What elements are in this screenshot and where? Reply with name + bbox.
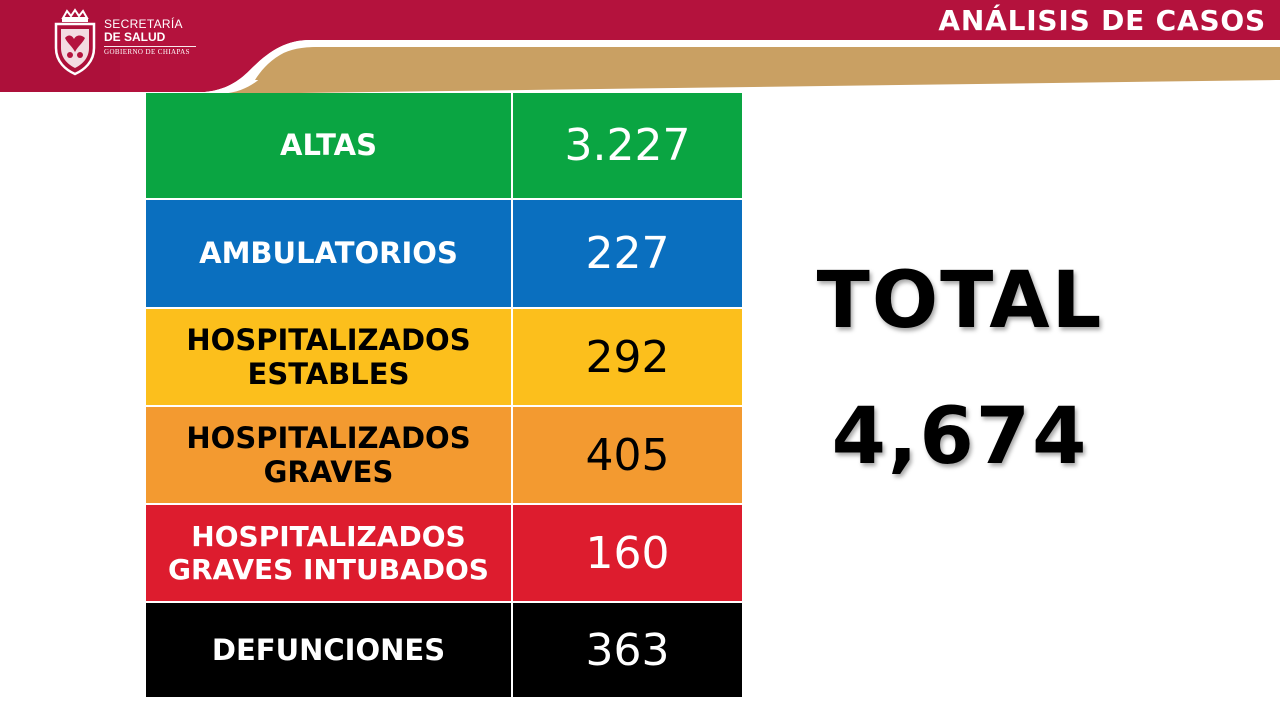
row-label: AMBULATORIOS bbox=[199, 236, 458, 271]
header-banner: SECRETARÍA DE SALUD GOBIERNO DE CHIAPAS … bbox=[0, 0, 1280, 95]
row-label: DEFUNCIONES bbox=[211, 632, 446, 667]
org-line-1: SECRETARÍA bbox=[104, 17, 183, 31]
organization-name: SECRETARÍA DE SALUD GOBIERNO DE CHIAPAS bbox=[104, 18, 196, 57]
row-value: 3.227 bbox=[511, 93, 742, 198]
org-line-2: DE SALUD bbox=[104, 29, 166, 44]
row-label: HOSPITALIZADOS ESTABLES bbox=[186, 322, 471, 391]
total-block: TOTAL 4,674 bbox=[760, 262, 1160, 476]
row-value: 292 bbox=[511, 309, 742, 405]
total-label: TOTAL bbox=[816, 256, 1104, 346]
org-line-3: GOBIERNO DE CHIAPAS bbox=[104, 48, 190, 57]
cases-table: ALTAS 3.227 AMBULATORIOS 227 HOSPITALIZA… bbox=[146, 93, 742, 697]
table-row: ALTAS 3.227 bbox=[146, 93, 742, 198]
row-value: 160 bbox=[511, 505, 742, 601]
table-row: DEFUNCIONES 363 bbox=[146, 601, 742, 697]
row-label: ALTAS bbox=[280, 128, 377, 163]
coat-of-arms-icon bbox=[50, 8, 100, 76]
row-value: 405 bbox=[511, 407, 742, 503]
table-row: HOSPITALIZADOS ESTABLES 292 bbox=[146, 307, 742, 405]
table-row: AMBULATORIOS 227 bbox=[146, 198, 742, 307]
row-label: HOSPITALIZADOS GRAVES INTUBADOS bbox=[168, 519, 489, 586]
table-row: HOSPITALIZADOS GRAVES INTUBADOS 160 bbox=[146, 503, 742, 601]
row-value: 363 bbox=[511, 603, 742, 697]
table-row: HOSPITALIZADOS GRAVES 405 bbox=[146, 405, 742, 503]
page-title: ANÁLISIS DE CASOS bbox=[938, 4, 1266, 37]
row-value: 227 bbox=[511, 200, 742, 307]
org-divider bbox=[104, 46, 196, 48]
row-label: HOSPITALIZADOS GRAVES bbox=[186, 420, 471, 489]
total-value: 4,674 bbox=[831, 392, 1089, 482]
